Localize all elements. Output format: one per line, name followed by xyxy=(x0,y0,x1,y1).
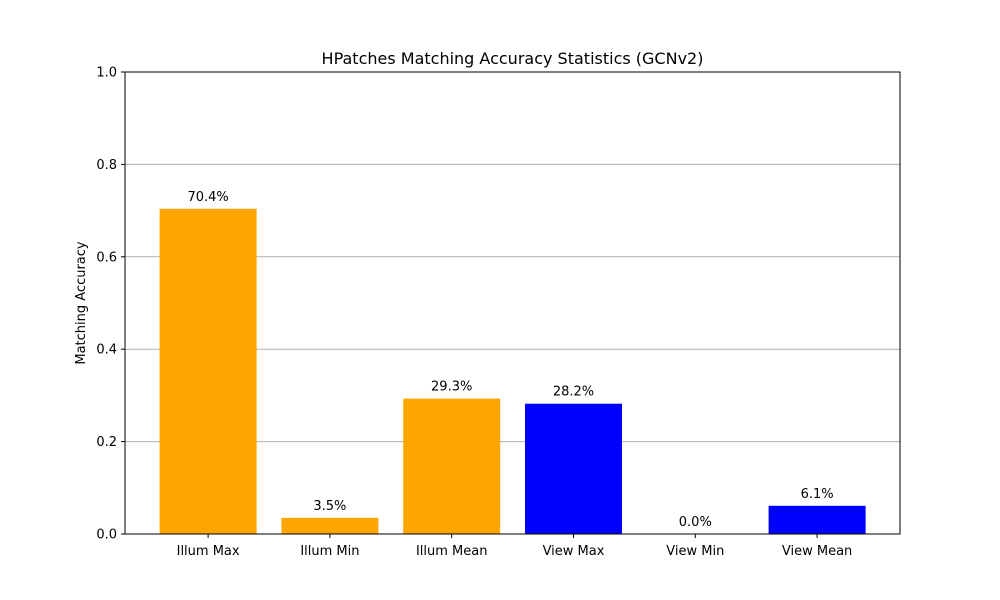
y-axis-label: Matching Accuracy xyxy=(74,241,89,365)
bar xyxy=(159,208,257,534)
bar xyxy=(281,517,379,534)
bar xyxy=(768,505,866,534)
x-axis-ticks: Illum Max Illum Min Illum Mean View Max View… xyxy=(177,534,852,559)
x-tick-label: Illum Max xyxy=(177,544,240,559)
chart-title: HPatches Matching Accuracy Statistics (G… xyxy=(322,49,704,68)
y-tick-label: 0.0 xyxy=(96,528,117,543)
bar-value-label: 29.3% xyxy=(431,380,472,395)
y-tick-label: 0.6 xyxy=(96,250,117,265)
y-tick-label: 1.0 xyxy=(96,66,117,81)
x-tick-label: View Mean xyxy=(782,544,852,559)
data-labels: 70.4% 3.5% 29.3% 28.2% 0.0% 6.1% xyxy=(187,190,833,530)
y-tick-label: 0.2 xyxy=(96,435,117,450)
x-tick-label: Illum Mean xyxy=(416,544,488,559)
y-tick-label: 0.4 xyxy=(96,343,117,358)
bar-value-label: 28.2% xyxy=(553,385,594,400)
bar-value-label: 3.5% xyxy=(313,499,346,514)
bar-value-label: 0.0% xyxy=(679,515,712,530)
bar xyxy=(403,398,501,534)
plot-frame xyxy=(124,71,901,535)
y-tick-label: 0.8 xyxy=(96,158,117,173)
x-tick-label: Illum Min xyxy=(300,544,359,559)
y-axis-ticks: 0.0 0.2 0.4 0.6 0.8 1.0 xyxy=(96,66,125,543)
bar-value-label: 6.1% xyxy=(801,487,834,502)
bar xyxy=(525,403,622,534)
bars xyxy=(159,208,866,534)
x-tick-label: View Min xyxy=(666,544,724,559)
bar-value-label: 70.4% xyxy=(187,190,228,205)
x-tick-label: View Max xyxy=(543,544,605,559)
